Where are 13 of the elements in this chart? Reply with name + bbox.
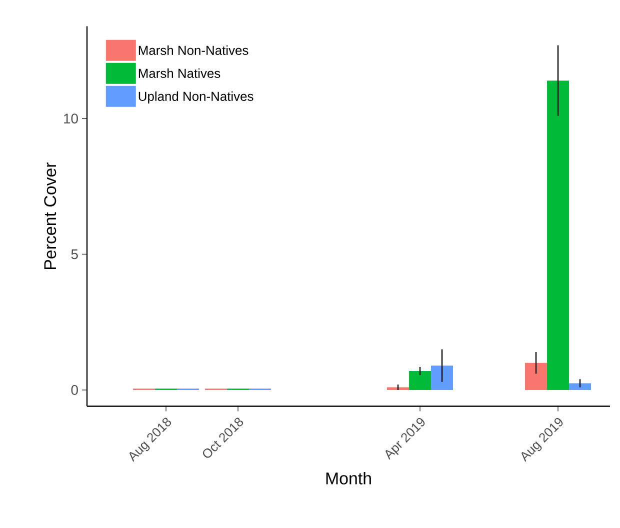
bar bbox=[525, 362, 548, 390]
x-axis-title: Month bbox=[326, 472, 371, 484]
y-tick-label: 10 bbox=[64, 114, 78, 124]
legend-label: Upland Non-Natives bbox=[138, 91, 254, 104]
y-tick-label: 5 bbox=[71, 249, 78, 260]
legend-label: Marsh Natives bbox=[138, 68, 220, 78]
bar bbox=[409, 371, 432, 390]
y-axis-title: Percent Cover bbox=[44, 162, 56, 270]
bar bbox=[547, 80, 570, 390]
bar bbox=[431, 366, 454, 390]
y-tick-label: 0 bbox=[71, 385, 78, 395]
legend-label: Marsh Non-Natives bbox=[138, 45, 248, 55]
bar bbox=[569, 383, 592, 390]
